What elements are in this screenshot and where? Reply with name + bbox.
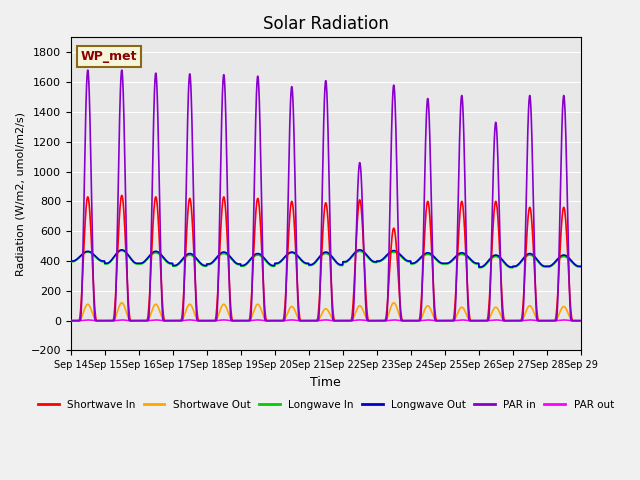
X-axis label: Time: Time	[310, 376, 341, 389]
Y-axis label: Radiation (W/m2, umol/m2/s): Radiation (W/m2, umol/m2/s)	[15, 112, 25, 276]
Legend: Shortwave In, Shortwave Out, Longwave In, Longwave Out, PAR in, PAR out: Shortwave In, Shortwave Out, Longwave In…	[33, 396, 618, 414]
Text: WP_met: WP_met	[81, 50, 138, 63]
Title: Solar Radiation: Solar Radiation	[263, 15, 388, 33]
